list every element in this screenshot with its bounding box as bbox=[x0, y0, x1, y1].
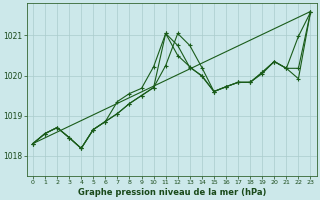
X-axis label: Graphe pression niveau de la mer (hPa): Graphe pression niveau de la mer (hPa) bbox=[77, 188, 266, 197]
